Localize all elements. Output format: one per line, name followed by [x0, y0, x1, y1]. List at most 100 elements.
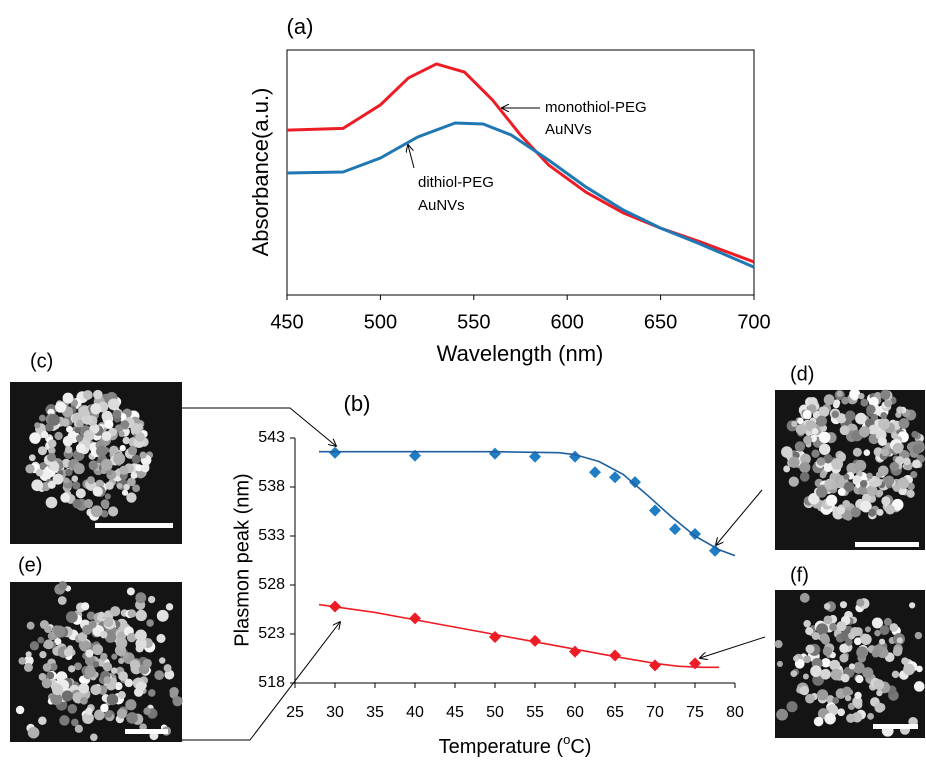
particle [114, 682, 123, 691]
marker [529, 634, 541, 647]
particle [103, 676, 112, 684]
plot-frame [286, 49, 755, 296]
particle [871, 649, 880, 658]
particle [15, 705, 25, 715]
particle [793, 655, 800, 662]
particle [839, 601, 848, 609]
particle [154, 670, 165, 681]
particle [811, 427, 819, 435]
particle [96, 445, 108, 457]
particle [76, 419, 84, 428]
particle [881, 448, 890, 457]
particle [856, 598, 865, 607]
particle [81, 414, 93, 425]
particle [816, 623, 829, 636]
particle [885, 504, 896, 515]
particle [839, 653, 849, 663]
particle [891, 670, 900, 679]
particle [916, 665, 923, 673]
particle [126, 712, 138, 724]
particle [82, 712, 94, 724]
particle [117, 691, 126, 700]
x-tick-label: 70 [646, 704, 664, 721]
particle [876, 489, 884, 497]
particle [88, 620, 97, 629]
particle [125, 699, 137, 711]
x-tick-label: 40 [406, 704, 424, 721]
x-tick-label: 65 [606, 704, 624, 721]
particle [49, 663, 58, 671]
annotation: monothiol-PEG [545, 99, 647, 116]
particle [868, 424, 879, 435]
particle [113, 452, 126, 465]
particle [49, 461, 60, 472]
particle [885, 442, 892, 449]
particle [791, 420, 798, 428]
particle [864, 626, 872, 633]
particle [92, 486, 103, 497]
connector [182, 622, 340, 741]
particle [853, 637, 862, 646]
particle [843, 481, 855, 492]
particle [840, 673, 850, 683]
particle [61, 690, 73, 702]
particle [44, 625, 52, 634]
particle [97, 611, 105, 619]
particle [794, 658, 805, 669]
particle [163, 664, 172, 673]
particle [118, 657, 125, 664]
particle [818, 431, 831, 444]
particle [854, 459, 867, 472]
panel-label: (c) [30, 350, 53, 372]
particle [43, 639, 54, 650]
particle [131, 454, 141, 464]
particle [866, 472, 873, 480]
particle [156, 633, 166, 643]
particle [818, 406, 830, 418]
particle [860, 633, 872, 646]
particle [840, 630, 852, 642]
particle [836, 621, 847, 632]
particle [72, 481, 81, 490]
particle [63, 477, 70, 484]
particle [860, 398, 869, 407]
particle [127, 477, 136, 487]
x-tick-label: 500 [364, 311, 397, 333]
particle [126, 492, 137, 503]
particle [875, 471, 883, 479]
particle [42, 663, 52, 672]
particle [794, 441, 806, 452]
particle [60, 492, 71, 503]
particle [783, 465, 791, 473]
particle [822, 646, 833, 656]
particle [879, 625, 890, 636]
particle [23, 655, 34, 666]
particle [824, 712, 836, 725]
particle [883, 617, 892, 626]
particle [816, 689, 829, 701]
particle [914, 631, 923, 640]
particle [799, 685, 810, 696]
particle [93, 709, 105, 721]
particle [18, 657, 26, 665]
particle [823, 394, 835, 406]
marker [649, 659, 661, 672]
particle [862, 667, 874, 679]
particle [75, 434, 84, 442]
particle [119, 465, 129, 475]
particle [38, 414, 46, 422]
particle [39, 651, 47, 659]
particle [27, 726, 40, 739]
particle [129, 659, 141, 670]
particle [93, 389, 103, 400]
particle [62, 435, 74, 447]
particle [788, 456, 800, 468]
particle [103, 617, 114, 628]
x-axis-label: Wavelength (nm) [437, 341, 604, 366]
particle [800, 453, 811, 465]
particle [140, 463, 150, 473]
marker [609, 471, 621, 484]
particle [84, 666, 96, 678]
label-part: Temperature ( [439, 736, 564, 758]
particle [54, 637, 62, 646]
